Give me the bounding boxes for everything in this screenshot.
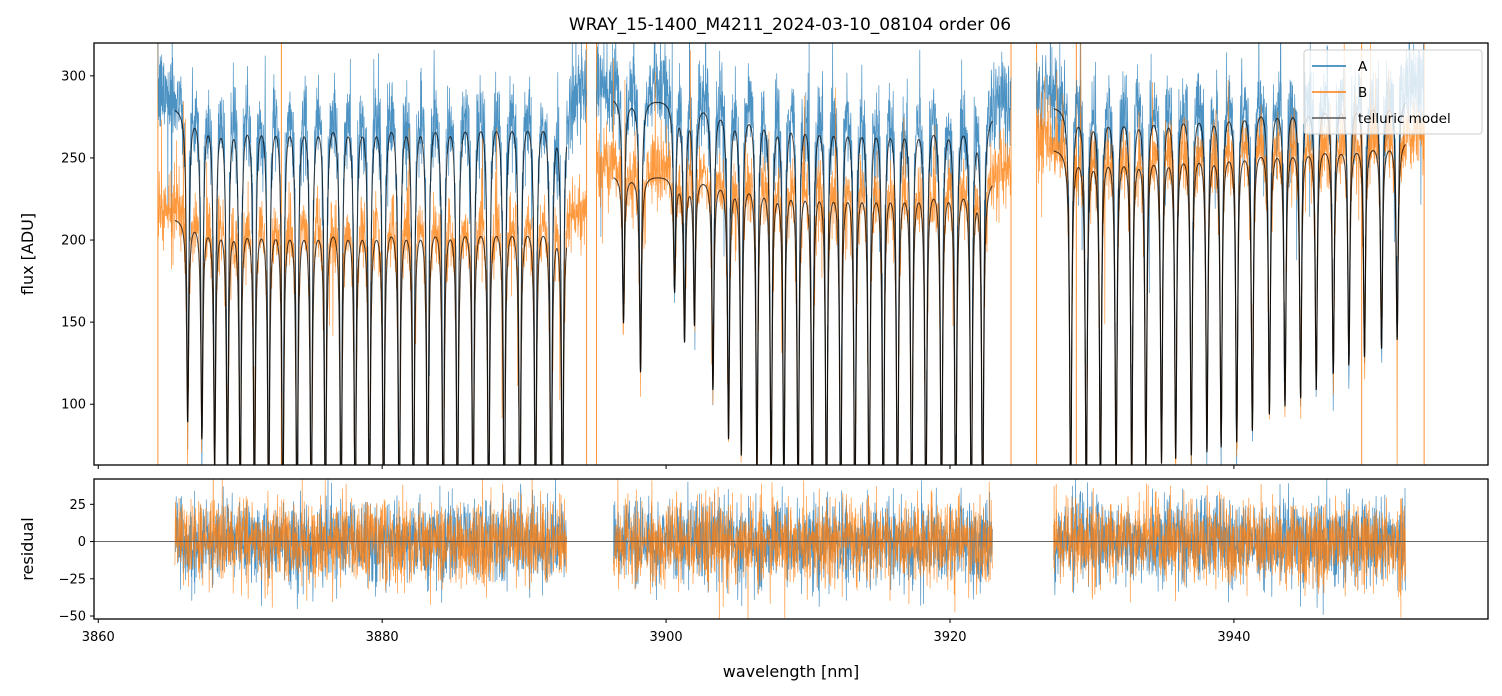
residual-axes-frame — [93, 478, 1489, 620]
legend-label-telluric: telluric model — [1358, 111, 1451, 127]
x-axis-label: wavelength [nm] — [723, 662, 860, 681]
chart-title: WRAY_15-1400_M4211_2024-03-10_08104 orde… — [569, 15, 1011, 35]
residual-y-tick-label: 25 — [69, 498, 86, 513]
residual-y-tick-label: −25 — [59, 572, 86, 587]
telluric-model-b-segment-3 — [1053, 144, 1406, 465]
residual-b-segment-3 — [1053, 483, 1406, 618]
residual-y-axis-label: residual — [18, 517, 37, 580]
residual-y-axis: 25 0 −25 −50 — [59, 498, 94, 625]
x-tick-label: 3920 — [933, 630, 966, 645]
y-tick-label: 100 — [61, 398, 86, 413]
telluric-model-b-segment-1 — [174, 219, 568, 465]
x-tick-label: 3880 — [366, 630, 399, 645]
legend: A B telluric model — [1303, 49, 1483, 135]
residual-b-segment-2 — [613, 479, 993, 619]
telluric-model-a-segment-2 — [613, 100, 993, 465]
residual-panel: 250−25−50 3860 3880 3900 3920 3940 residual … — [18, 478, 1489, 681]
series-b-segment-2 — [596, 50, 1012, 465]
legend-label-b: B — [1358, 85, 1367, 101]
residual-y-tick-label: −50 — [59, 610, 86, 625]
y-tick-label: 150 — [61, 316, 86, 331]
main-y-axis: 100 150 200 250 300 — [61, 69, 94, 413]
telluric-model-a-segment-3 — [1053, 102, 1406, 465]
residual-y-tick-label: 0 — [78, 535, 86, 550]
x-tick-label: 3900 — [650, 630, 683, 645]
x-tick-label: 3940 — [1217, 630, 1250, 645]
legend-box — [1303, 49, 1483, 135]
telluric-model-a-segment-1 — [174, 110, 568, 465]
series-a-segment-1 — [157, 43, 587, 465]
residual-x-axis: 3860 3880 3900 3920 3940 — [82, 619, 1250, 645]
y-tick-label: 300 — [61, 69, 86, 84]
main-y-axis-label: flux [ADU] — [18, 213, 37, 295]
y-tick-label: 250 — [61, 151, 86, 166]
telluric-model-b-segment-2 — [613, 177, 993, 465]
main-axes-frame — [93, 42, 1489, 466]
x-tick-label: 3860 — [82, 630, 115, 645]
main-x-axis — [97, 465, 1235, 469]
main-plot-area — [157, 43, 1425, 465]
legend-label-a: A — [1358, 59, 1368, 75]
y-tick-label: 200 — [61, 234, 86, 249]
residual-plot-area — [94, 479, 1488, 619]
main-panel: 100 150 200 250 300 flux [ADU] A B telluric … — [18, 42, 1489, 469]
